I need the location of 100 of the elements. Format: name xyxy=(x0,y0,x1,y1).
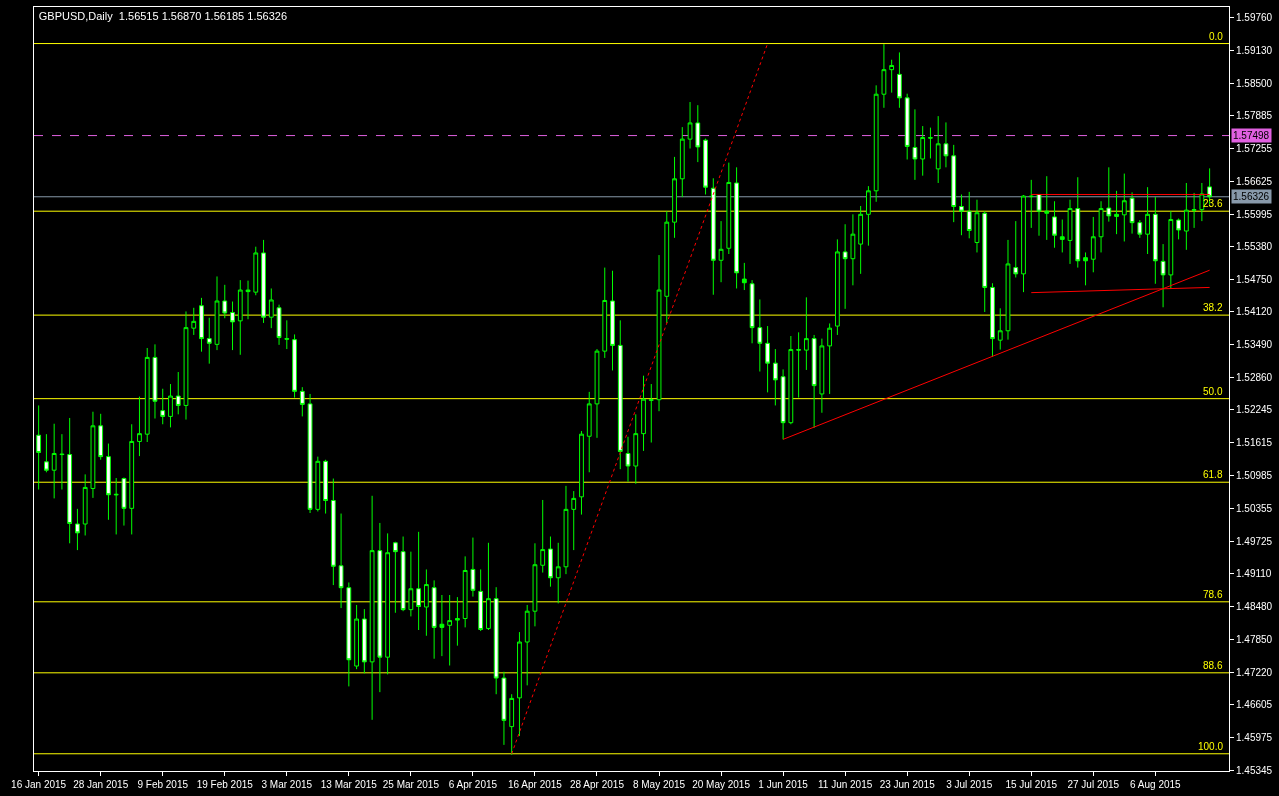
candlestick xyxy=(625,436,631,483)
y-tick-label: 1.55380 xyxy=(1236,240,1273,252)
y-tick-label: 1.49725 xyxy=(1236,535,1273,547)
candlestick xyxy=(951,144,957,223)
candlestick xyxy=(261,239,266,324)
candlestick xyxy=(594,348,600,439)
x-tick-label: 23 Jun 2015 xyxy=(879,779,936,790)
candlestick xyxy=(245,280,251,320)
candlestick xyxy=(966,191,972,239)
x-tick-label: 8 May 2015 xyxy=(632,779,686,790)
candlestick xyxy=(990,282,995,358)
candlestick xyxy=(997,307,1003,351)
candlestick xyxy=(338,513,344,609)
candlestick xyxy=(772,348,778,406)
candlestick xyxy=(819,338,825,414)
candlestick xyxy=(416,531,422,631)
candlestick xyxy=(571,490,577,551)
candlestick xyxy=(982,210,988,313)
candlestick xyxy=(455,596,460,647)
candlestick xyxy=(920,125,926,177)
candlestick xyxy=(648,383,654,444)
candlestick xyxy=(850,213,856,286)
annotation: 0.0 xyxy=(1209,31,1224,42)
candlestick xyxy=(726,162,732,255)
x-tick-label: 3 Jul 2015 xyxy=(946,779,993,790)
candlestick xyxy=(749,279,755,344)
y-tick-label: 1.47220 xyxy=(1236,666,1273,678)
candlestick xyxy=(160,388,166,425)
y-tick-label: 1.48480 xyxy=(1236,601,1273,612)
candlestick xyxy=(1028,179,1034,229)
candlestick xyxy=(517,631,522,737)
candlestick xyxy=(858,205,864,275)
candlestick xyxy=(633,413,639,485)
candlestick xyxy=(408,551,414,617)
candlestick xyxy=(307,393,313,514)
candlestick xyxy=(873,84,879,203)
candlestick xyxy=(602,267,608,359)
ref-line-label: 1.56326 xyxy=(1233,191,1270,202)
y-tick-label: 1.46605 xyxy=(1236,698,1273,710)
candlestick xyxy=(703,138,708,195)
candlestick xyxy=(842,223,848,310)
candlestick xyxy=(1013,220,1019,279)
x-tick-label: 28 Apr 2015 xyxy=(570,779,625,790)
x-tick-label: 20 May 2015 xyxy=(692,779,751,790)
candlestick xyxy=(1129,191,1135,235)
candlestick xyxy=(803,296,809,371)
y-tick-label: 1.50355 xyxy=(1236,503,1273,515)
candlestick xyxy=(524,604,530,686)
candlestick xyxy=(1044,175,1050,241)
candlestick xyxy=(1036,193,1042,237)
candlestick xyxy=(400,536,406,612)
candlestick xyxy=(447,594,453,667)
x-tick-label: 27 Jul 2015 xyxy=(1067,779,1120,790)
candlestick xyxy=(1176,218,1181,240)
candlestick xyxy=(330,478,336,586)
candlestick xyxy=(532,542,538,627)
y-tick-label: 1.56625 xyxy=(1236,175,1273,187)
candlestick xyxy=(385,532,391,675)
candlestick xyxy=(1160,243,1166,308)
candlestick xyxy=(959,193,964,236)
candlestick xyxy=(439,594,445,657)
candlestick xyxy=(687,101,693,150)
candlestick xyxy=(75,508,80,551)
annotation: 78.6 xyxy=(1203,589,1223,600)
y-tick-label: 1.45975 xyxy=(1236,731,1273,743)
candlestick xyxy=(656,254,662,412)
candlestick xyxy=(1090,216,1096,273)
candlestick xyxy=(276,304,282,346)
candlestick xyxy=(904,93,910,160)
y-tick-label: 1.47850 xyxy=(1236,633,1273,645)
candlestick xyxy=(493,586,499,695)
x-tick-label: 25 Mar 2015 xyxy=(382,779,440,790)
candlestick xyxy=(788,335,794,425)
candlestick xyxy=(346,581,352,687)
candlestick xyxy=(377,522,383,693)
candlestick xyxy=(563,485,569,575)
candlestick xyxy=(780,368,786,440)
candlestick xyxy=(423,568,429,637)
x-tick-label: 3 Mar 2015 xyxy=(261,779,313,790)
candlestick xyxy=(757,298,763,373)
candlestick xyxy=(741,262,747,291)
candlestick xyxy=(555,542,561,604)
y-tick-label: 1.50985 xyxy=(1236,470,1273,482)
candlestick xyxy=(237,279,243,356)
candlestick xyxy=(486,542,491,631)
candlestick xyxy=(1098,200,1104,253)
candlestick xyxy=(392,541,398,614)
candlestick xyxy=(710,177,716,296)
y-tick-label: 1.59130 xyxy=(1236,44,1273,56)
y-tick-label: 1.55995 xyxy=(1236,208,1273,220)
candlestick xyxy=(36,404,42,491)
y-tick-label: 1.54120 xyxy=(1236,306,1273,318)
candlestick xyxy=(315,456,321,512)
x-tick-label: 19 Feb 2015 xyxy=(196,779,254,790)
x-tick-label: 16 Apr 2015 xyxy=(507,779,563,790)
candlestick xyxy=(1183,182,1189,251)
candlestick xyxy=(548,536,553,588)
x-tick-label: 1 Jun 2015 xyxy=(758,779,809,790)
candlestick xyxy=(734,166,739,289)
candlestick xyxy=(191,307,197,336)
